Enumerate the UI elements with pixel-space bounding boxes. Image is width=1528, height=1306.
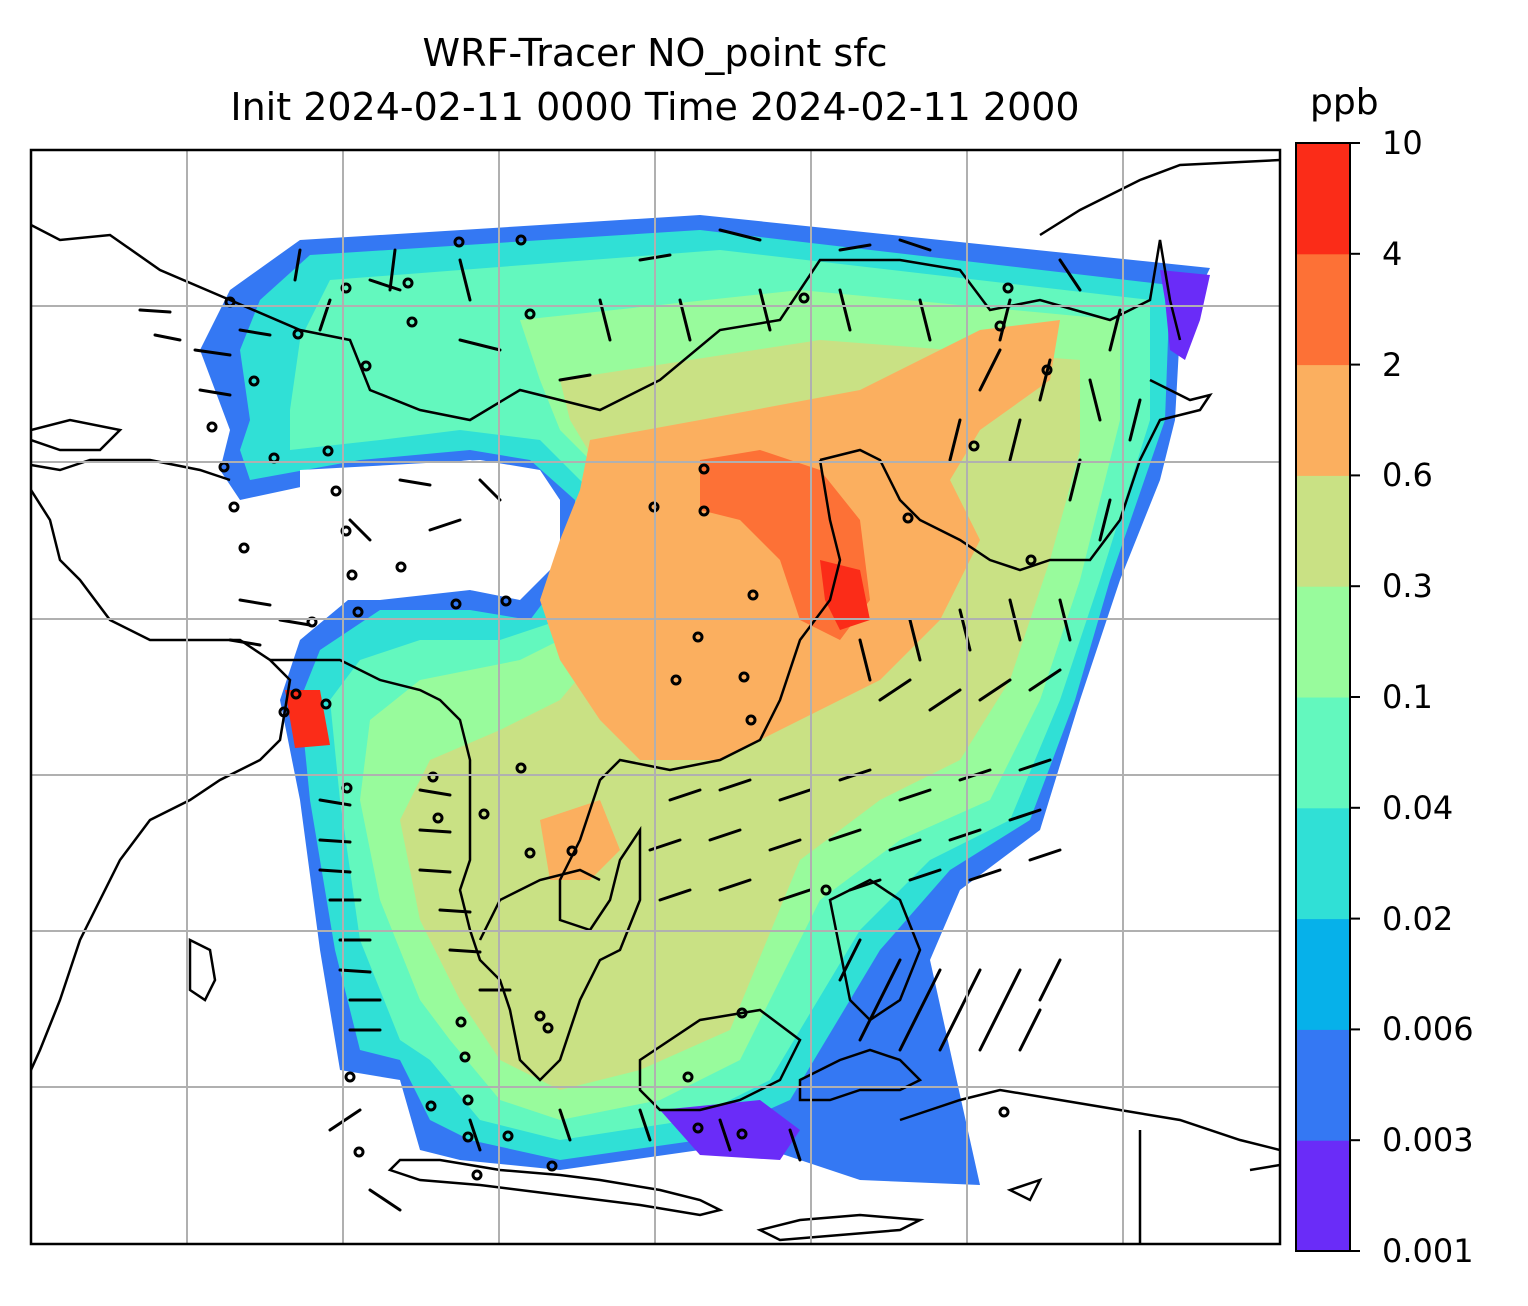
- map-frame: [29, 148, 1282, 1246]
- wind-barbs: [138, 228, 1142, 1212]
- field-hot-2: [820, 560, 870, 630]
- colorbar: [1295, 142, 1360, 1252]
- colorbar-tick-label: 0.001: [1382, 1232, 1474, 1270]
- colorbar-segment: [1296, 807, 1350, 920]
- colorbar-segment: [1296, 364, 1350, 476]
- colorbar-tick-label: 0.006: [1382, 1010, 1474, 1049]
- colorbar-segment: [1296, 475, 1350, 587]
- colorbar-tick-label: 0.04: [1382, 788, 1454, 827]
- colorbar-segment: [1296, 143, 1350, 255]
- colorbar-tick-label: 0.1: [1382, 678, 1433, 716]
- colorbar-tick-label: 10: [1382, 124, 1423, 162]
- colorbar-segment: [1296, 1029, 1350, 1141]
- map-title: WRF-Tracer NO_point sfc: [422, 31, 888, 75]
- colorbar-segment: [1296, 918, 1350, 1030]
- colorbar-tick-label: 0.02: [1382, 899, 1454, 938]
- colorbar-segment: [1296, 586, 1350, 698]
- colorbar-tick-label: 0.3: [1382, 567, 1433, 606]
- colorbar-tick-label: 4: [1382, 234, 1403, 273]
- gridlines: [31, 150, 1280, 1244]
- field-violet-edge: [1160, 270, 1210, 360]
- colorbar-tick-label: 0.003: [1382, 1121, 1474, 1160]
- tracer-field: [200, 215, 1210, 1185]
- field-violet-south: [660, 1100, 800, 1160]
- colorbar-segment: [1296, 697, 1350, 809]
- colorbar-segment: [1296, 1140, 1350, 1252]
- colorbar-tick-label: 2: [1382, 345, 1403, 384]
- colorbar-unit: ppb: [1310, 82, 1379, 123]
- colorbar-tick-label: 0.6: [1382, 456, 1433, 495]
- colorbar-segment: [1296, 253, 1350, 366]
- map-subtitle: Init 2024-02-11 0000 Time 2024-02-11 200…: [230, 85, 1080, 129]
- field-hot-3: [285, 690, 330, 748]
